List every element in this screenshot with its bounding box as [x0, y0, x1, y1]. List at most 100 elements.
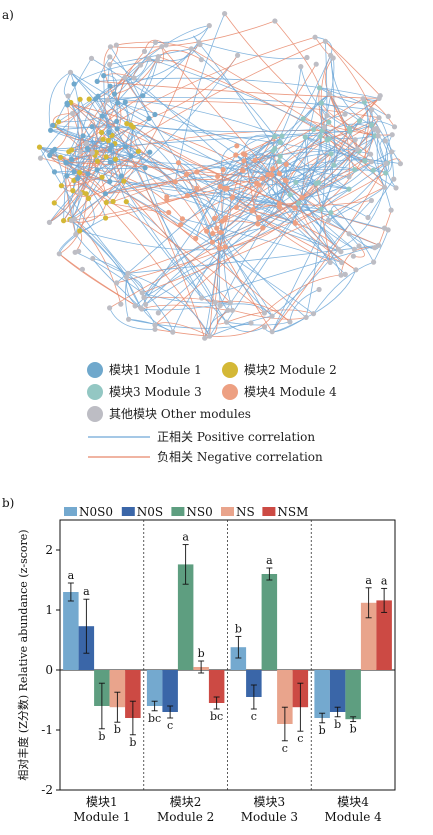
network-node	[242, 152, 248, 158]
network-node	[368, 197, 374, 204]
network-node	[316, 286, 322, 293]
network-node	[51, 169, 58, 175]
positive-edge	[204, 315, 273, 339]
network-node	[240, 168, 246, 174]
network-node	[352, 167, 358, 173]
network-node	[99, 113, 105, 119]
bar	[230, 647, 247, 670]
network-node	[324, 112, 330, 119]
network-node	[385, 113, 391, 119]
network-node	[328, 210, 334, 216]
network-node	[302, 134, 308, 140]
network-node	[304, 54, 310, 61]
positive-edge	[71, 220, 127, 278]
network-node	[107, 54, 113, 60]
bar	[261, 574, 278, 670]
network-node	[164, 197, 170, 203]
network-node	[313, 61, 319, 67]
network-node	[391, 176, 397, 182]
negative-edge	[105, 179, 257, 195]
negative-edge	[112, 135, 283, 202]
positive-edge	[58, 217, 106, 254]
positive-edge	[279, 155, 374, 263]
network-node	[132, 303, 138, 309]
network-node	[124, 274, 130, 280]
network-node	[362, 158, 368, 164]
network-node	[142, 165, 148, 171]
x-tick-label: 模块4	[337, 795, 369, 809]
network-node	[107, 61, 113, 68]
network-node	[346, 174, 352, 180]
legend-label: NS0	[186, 505, 212, 519]
network-node	[72, 249, 78, 255]
network-node	[146, 56, 152, 62]
positive-edge	[77, 178, 389, 231]
network-node	[241, 158, 247, 164]
legend-swatch	[87, 362, 103, 378]
network-node	[93, 96, 99, 102]
positive-edge	[279, 153, 332, 174]
network-node	[93, 149, 99, 155]
bar	[329, 670, 346, 712]
network-node	[107, 83, 113, 89]
negative-edge	[54, 103, 70, 150]
significance-label: b	[198, 647, 205, 660]
positive-edge	[204, 248, 220, 339]
network-node	[397, 161, 403, 167]
network-node	[261, 310, 267, 316]
network-node	[199, 295, 205, 301]
significance-label: a	[83, 585, 90, 598]
positive-edge	[127, 244, 379, 274]
negative-edge	[329, 93, 358, 150]
negative-edge	[97, 81, 380, 99]
bar	[314, 670, 330, 718]
network-node	[100, 136, 106, 142]
network-node	[56, 251, 62, 257]
legend-label: 其他模块 Other modules	[109, 407, 251, 421]
positive-edge	[124, 77, 265, 314]
negative-edge	[59, 253, 142, 310]
network-node	[218, 229, 224, 236]
network-node	[179, 216, 185, 222]
network-node	[68, 217, 74, 224]
positive-edge	[370, 154, 392, 211]
network-node	[292, 205, 298, 211]
network-node	[55, 119, 62, 125]
legend-label: NS	[236, 505, 255, 519]
positive-edge	[271, 212, 332, 332]
network-node	[163, 42, 169, 48]
significance-label: b	[114, 723, 121, 736]
network-node	[318, 206, 324, 212]
network-node	[61, 218, 67, 224]
positive-edge	[209, 128, 377, 337]
bar	[345, 670, 361, 720]
network-node	[68, 147, 75, 153]
network-node	[69, 110, 76, 117]
network-node	[346, 125, 352, 131]
network-node	[287, 192, 293, 198]
network-node	[282, 177, 288, 183]
legend-label: NSM	[277, 505, 308, 519]
positive-edge	[289, 289, 320, 322]
significance-label: c	[167, 719, 173, 732]
network-node	[105, 137, 111, 144]
negative-edge	[232, 309, 307, 320]
positive-edge	[130, 124, 388, 164]
positive-edge	[371, 109, 395, 180]
network-node	[124, 121, 130, 127]
positive-edge	[224, 246, 273, 317]
network-node	[327, 91, 333, 97]
positive-edge	[252, 182, 319, 210]
network-node	[222, 185, 228, 192]
network-node	[36, 144, 43, 150]
positive-edge	[54, 202, 127, 278]
positive-edge	[313, 261, 374, 314]
network-node	[335, 246, 341, 252]
significance-label: bc	[210, 710, 223, 723]
network-node	[256, 215, 262, 221]
network-node	[256, 182, 262, 188]
network-node	[37, 155, 44, 161]
x-tick-label: Module 1	[73, 810, 130, 824]
significance-label: c	[251, 710, 257, 723]
positive-edge	[187, 195, 222, 233]
